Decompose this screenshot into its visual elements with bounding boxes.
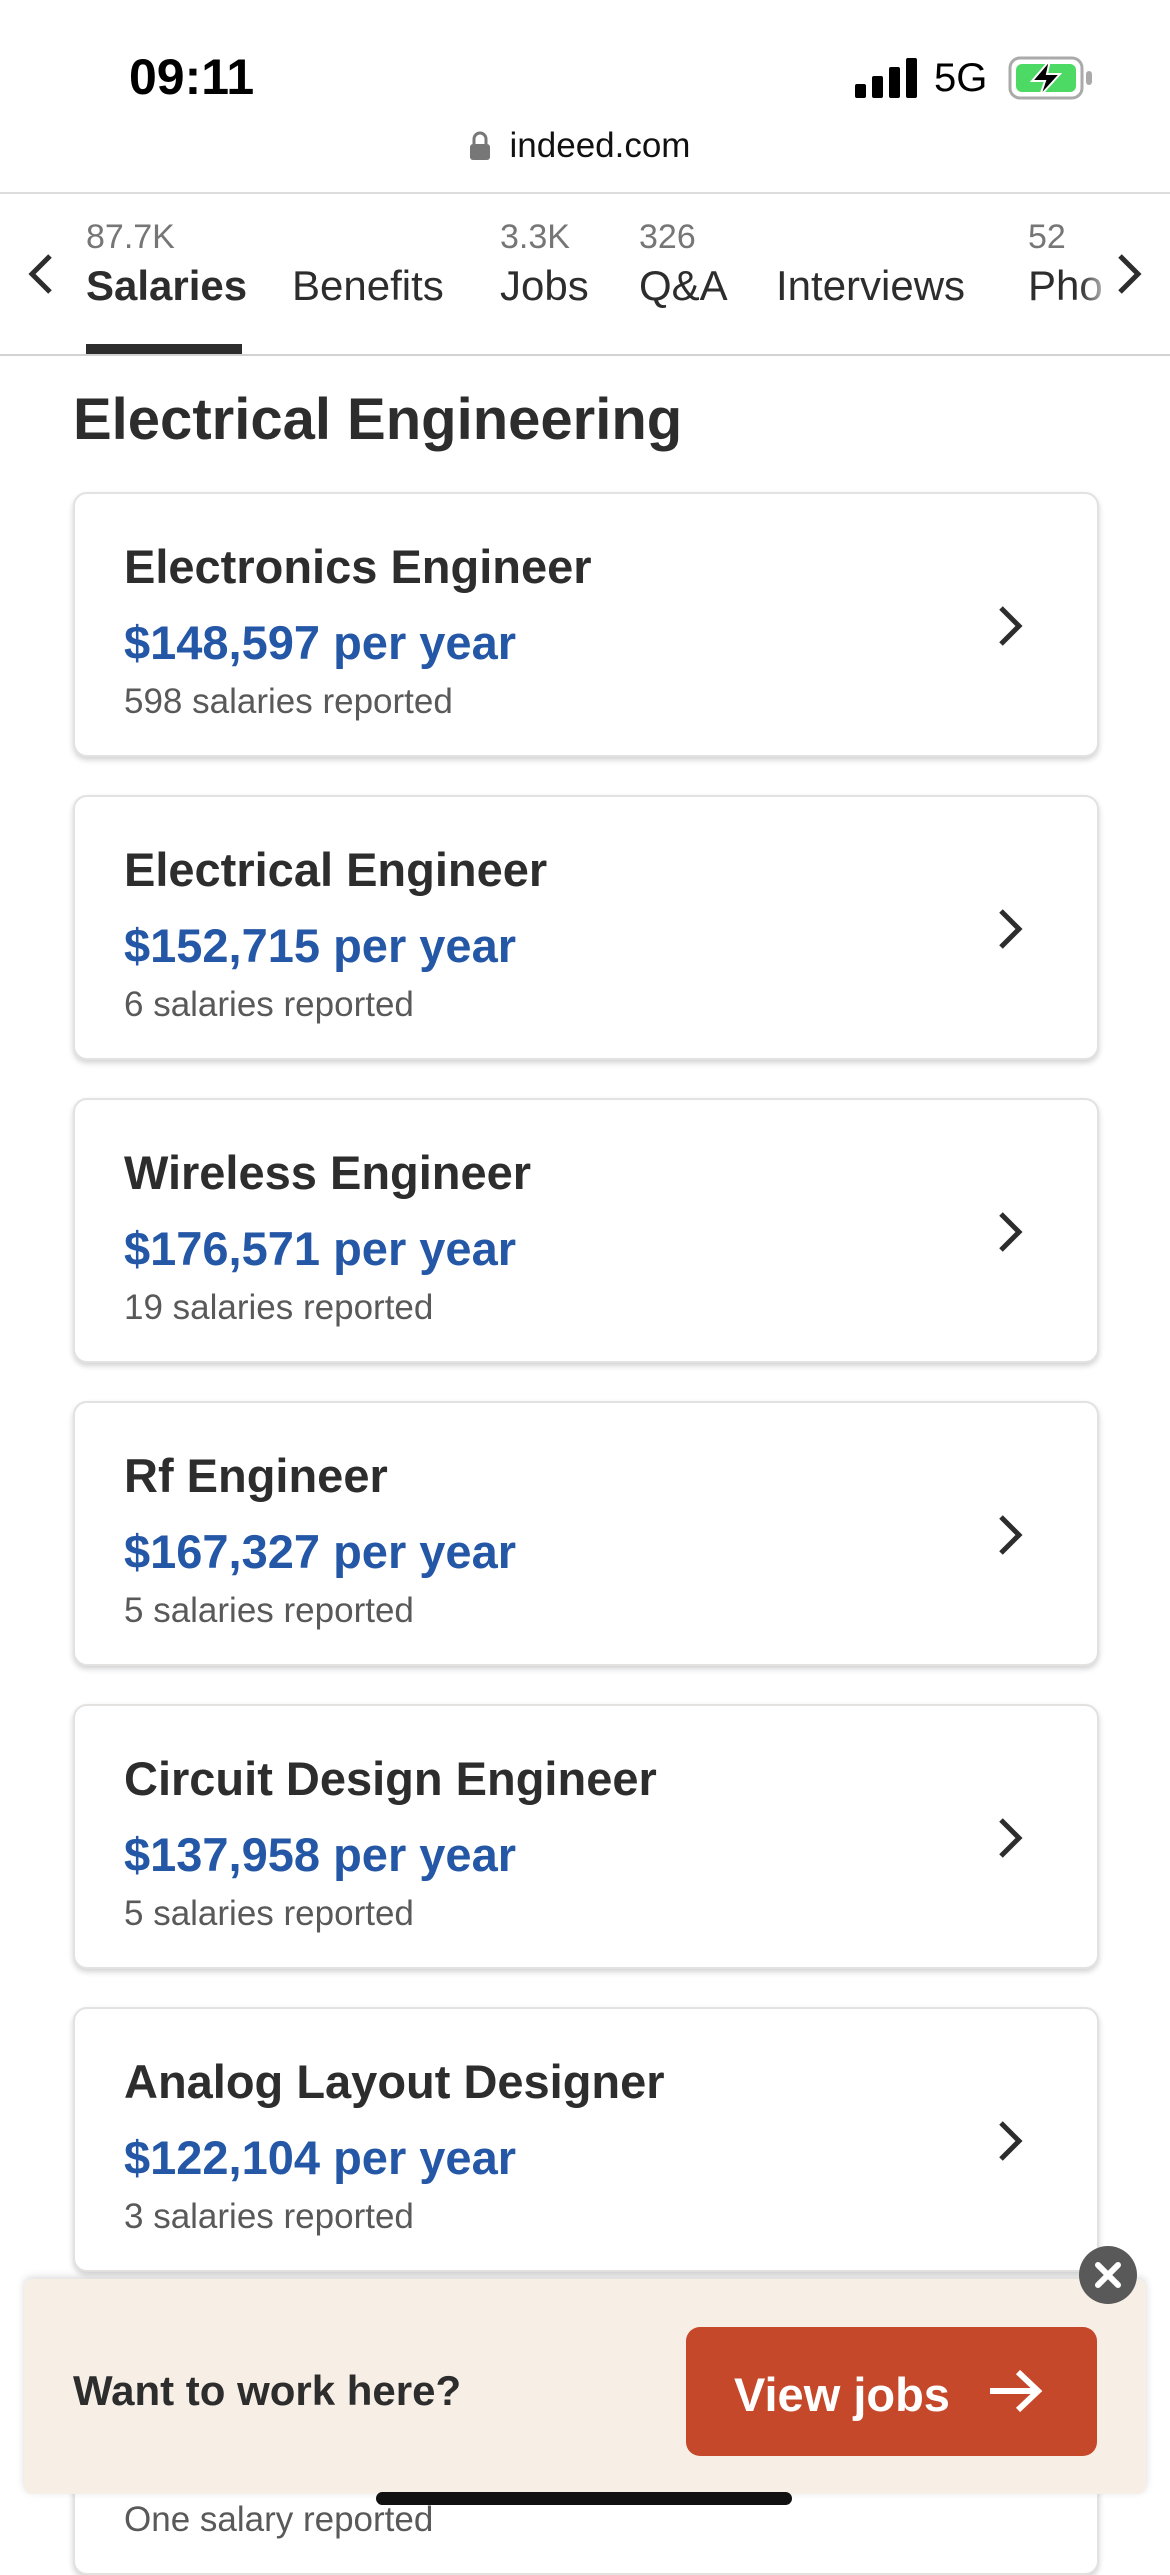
close-banner[interactable] [1078,2245,1138,2305]
salary: $176,571 per year [124,1222,516,1275]
chevron-icon [999,1212,1023,1252]
salaries-reported: 5 salaries reported [124,1591,414,1630]
tab[interactable]: Q&A [639,262,728,309]
chevron-icon [999,2121,1023,2161]
job-title: Wireless Engineer [124,1146,532,1199]
banner-prompt: Want to work here? [73,2367,462,2414]
status-time: 09:11 [129,49,255,105]
battery-icon [1008,56,1092,100]
salaries-reported: 19 salaries reported [124,1288,434,1327]
salaries-reported: 5 salaries reported [124,1894,414,1933]
view-jobs-button[interactable]: View jobs [686,2327,1097,2456]
salaries-reported: 3 salaries reported [124,2197,414,2236]
salaries-reported: 598 salaries reported [124,682,453,721]
salary-card[interactable]: Electrical Engineer $152,715 per year 6 sa… [73,795,1099,1060]
tab[interactable]: Jobs [500,262,589,309]
chevron-icon [999,1515,1023,1555]
tab-count: 52 [1028,218,1066,256]
section-title: Electrical Engineering [73,387,683,452]
tab-count: 3.3K [500,218,570,256]
job-title: Rf Engineer [124,1449,388,1502]
chevron-icon [999,909,1023,949]
tabs-prev[interactable] [26,252,56,296]
active-tab-indicator [86,344,242,354]
salary: $167,327 per year [124,1525,516,1578]
lock-icon [470,131,490,160]
tab-count: 326 [639,218,696,256]
job-title: Electronics Engineer [124,540,592,593]
salary: $152,715 per year [124,919,516,972]
home-indicator [376,2492,792,2505]
tab[interactable]: Salaries [86,262,248,309]
job-title: Circuit Design Engineer [124,1752,657,1805]
salary-card[interactable]: Electronics Engineer $148,597 per year 598… [73,492,1099,757]
salary-card[interactable]: Analog Layout Designer $122,104 per year 3… [73,2007,1099,2272]
salary: $122,104 per year [124,2131,516,2184]
signal-icon [855,58,917,98]
job-title: Analog Layout Designer [124,2055,665,2108]
tabs-next[interactable] [1114,252,1144,296]
arrow-icon [990,2369,1043,2413]
chevron-icon [999,1818,1023,1858]
tab[interactable]: Interviews [776,262,966,309]
chevron-icon [999,606,1023,646]
tab-count: 87.7K [86,218,175,256]
divider [0,192,1170,194]
apply-banner: Want to work here? View jobs [24,2279,1146,2494]
salary-card[interactable]: Wireless Engineer $176,571 per year 19 sal… [73,1098,1099,1363]
salary-card[interactable]: Rf Engineer $167,327 per year 5 salaries r… [73,1401,1099,1666]
tab[interactable]: Benefits [292,262,444,309]
url-bar[interactable]: indeed.com [509,126,691,165]
button-label: View jobs [734,2368,950,2421]
tabs-fade [1080,218,1170,348]
divider [0,354,1170,356]
salary-card[interactable]: Circuit Design Engineer $137,958 per year… [73,1704,1099,1969]
salaries-reported: 6 salaries reported [124,985,414,1024]
salary: $137,958 per year [124,1828,516,1881]
job-title: Electrical Engineer [124,843,548,896]
salary: $148,597 per year [124,616,516,669]
salaries-reported: One salary reported [124,2500,434,2539]
network-label: 5G [934,56,988,100]
